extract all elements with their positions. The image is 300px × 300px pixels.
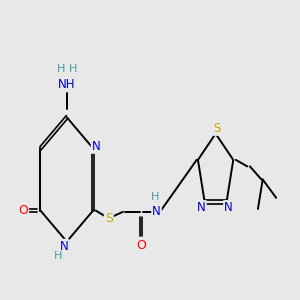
Text: N: N	[197, 201, 206, 214]
Text: N: N	[59, 240, 68, 253]
Text: S: S	[213, 122, 220, 135]
Text: O: O	[136, 239, 146, 252]
Text: O: O	[18, 204, 28, 217]
Text: NH: NH	[58, 78, 76, 91]
Text: H: H	[69, 64, 77, 74]
Text: H: H	[150, 192, 159, 203]
Text: N: N	[92, 140, 100, 153]
Text: S: S	[105, 212, 113, 225]
Text: H: H	[56, 64, 65, 74]
Text: H: H	[54, 251, 62, 261]
Text: N: N	[224, 201, 233, 214]
Text: N: N	[152, 205, 161, 218]
